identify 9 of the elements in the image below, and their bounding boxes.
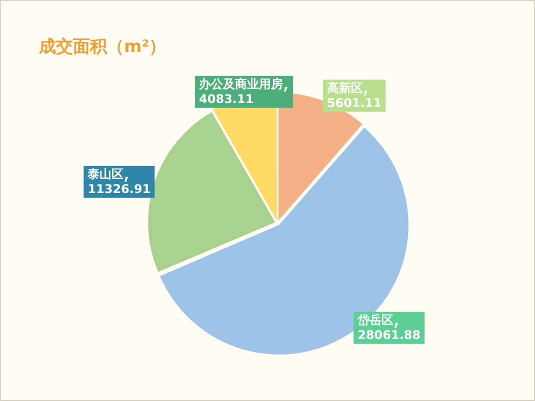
data-label: 28061.88	[358, 328, 421, 342]
data-label: 4083.11	[199, 92, 254, 106]
slice-label: 办公及商业用房	[198, 76, 284, 91]
chart-title: 成交面积（m²）	[39, 36, 166, 58]
slice-label: 高新区	[326, 80, 363, 95]
slice-label: 岱岳区	[356, 312, 394, 327]
data-label: 11326.91	[88, 182, 151, 196]
slice-label: 泰山区	[86, 167, 124, 182]
data-label: 5601.11	[326, 96, 382, 110]
